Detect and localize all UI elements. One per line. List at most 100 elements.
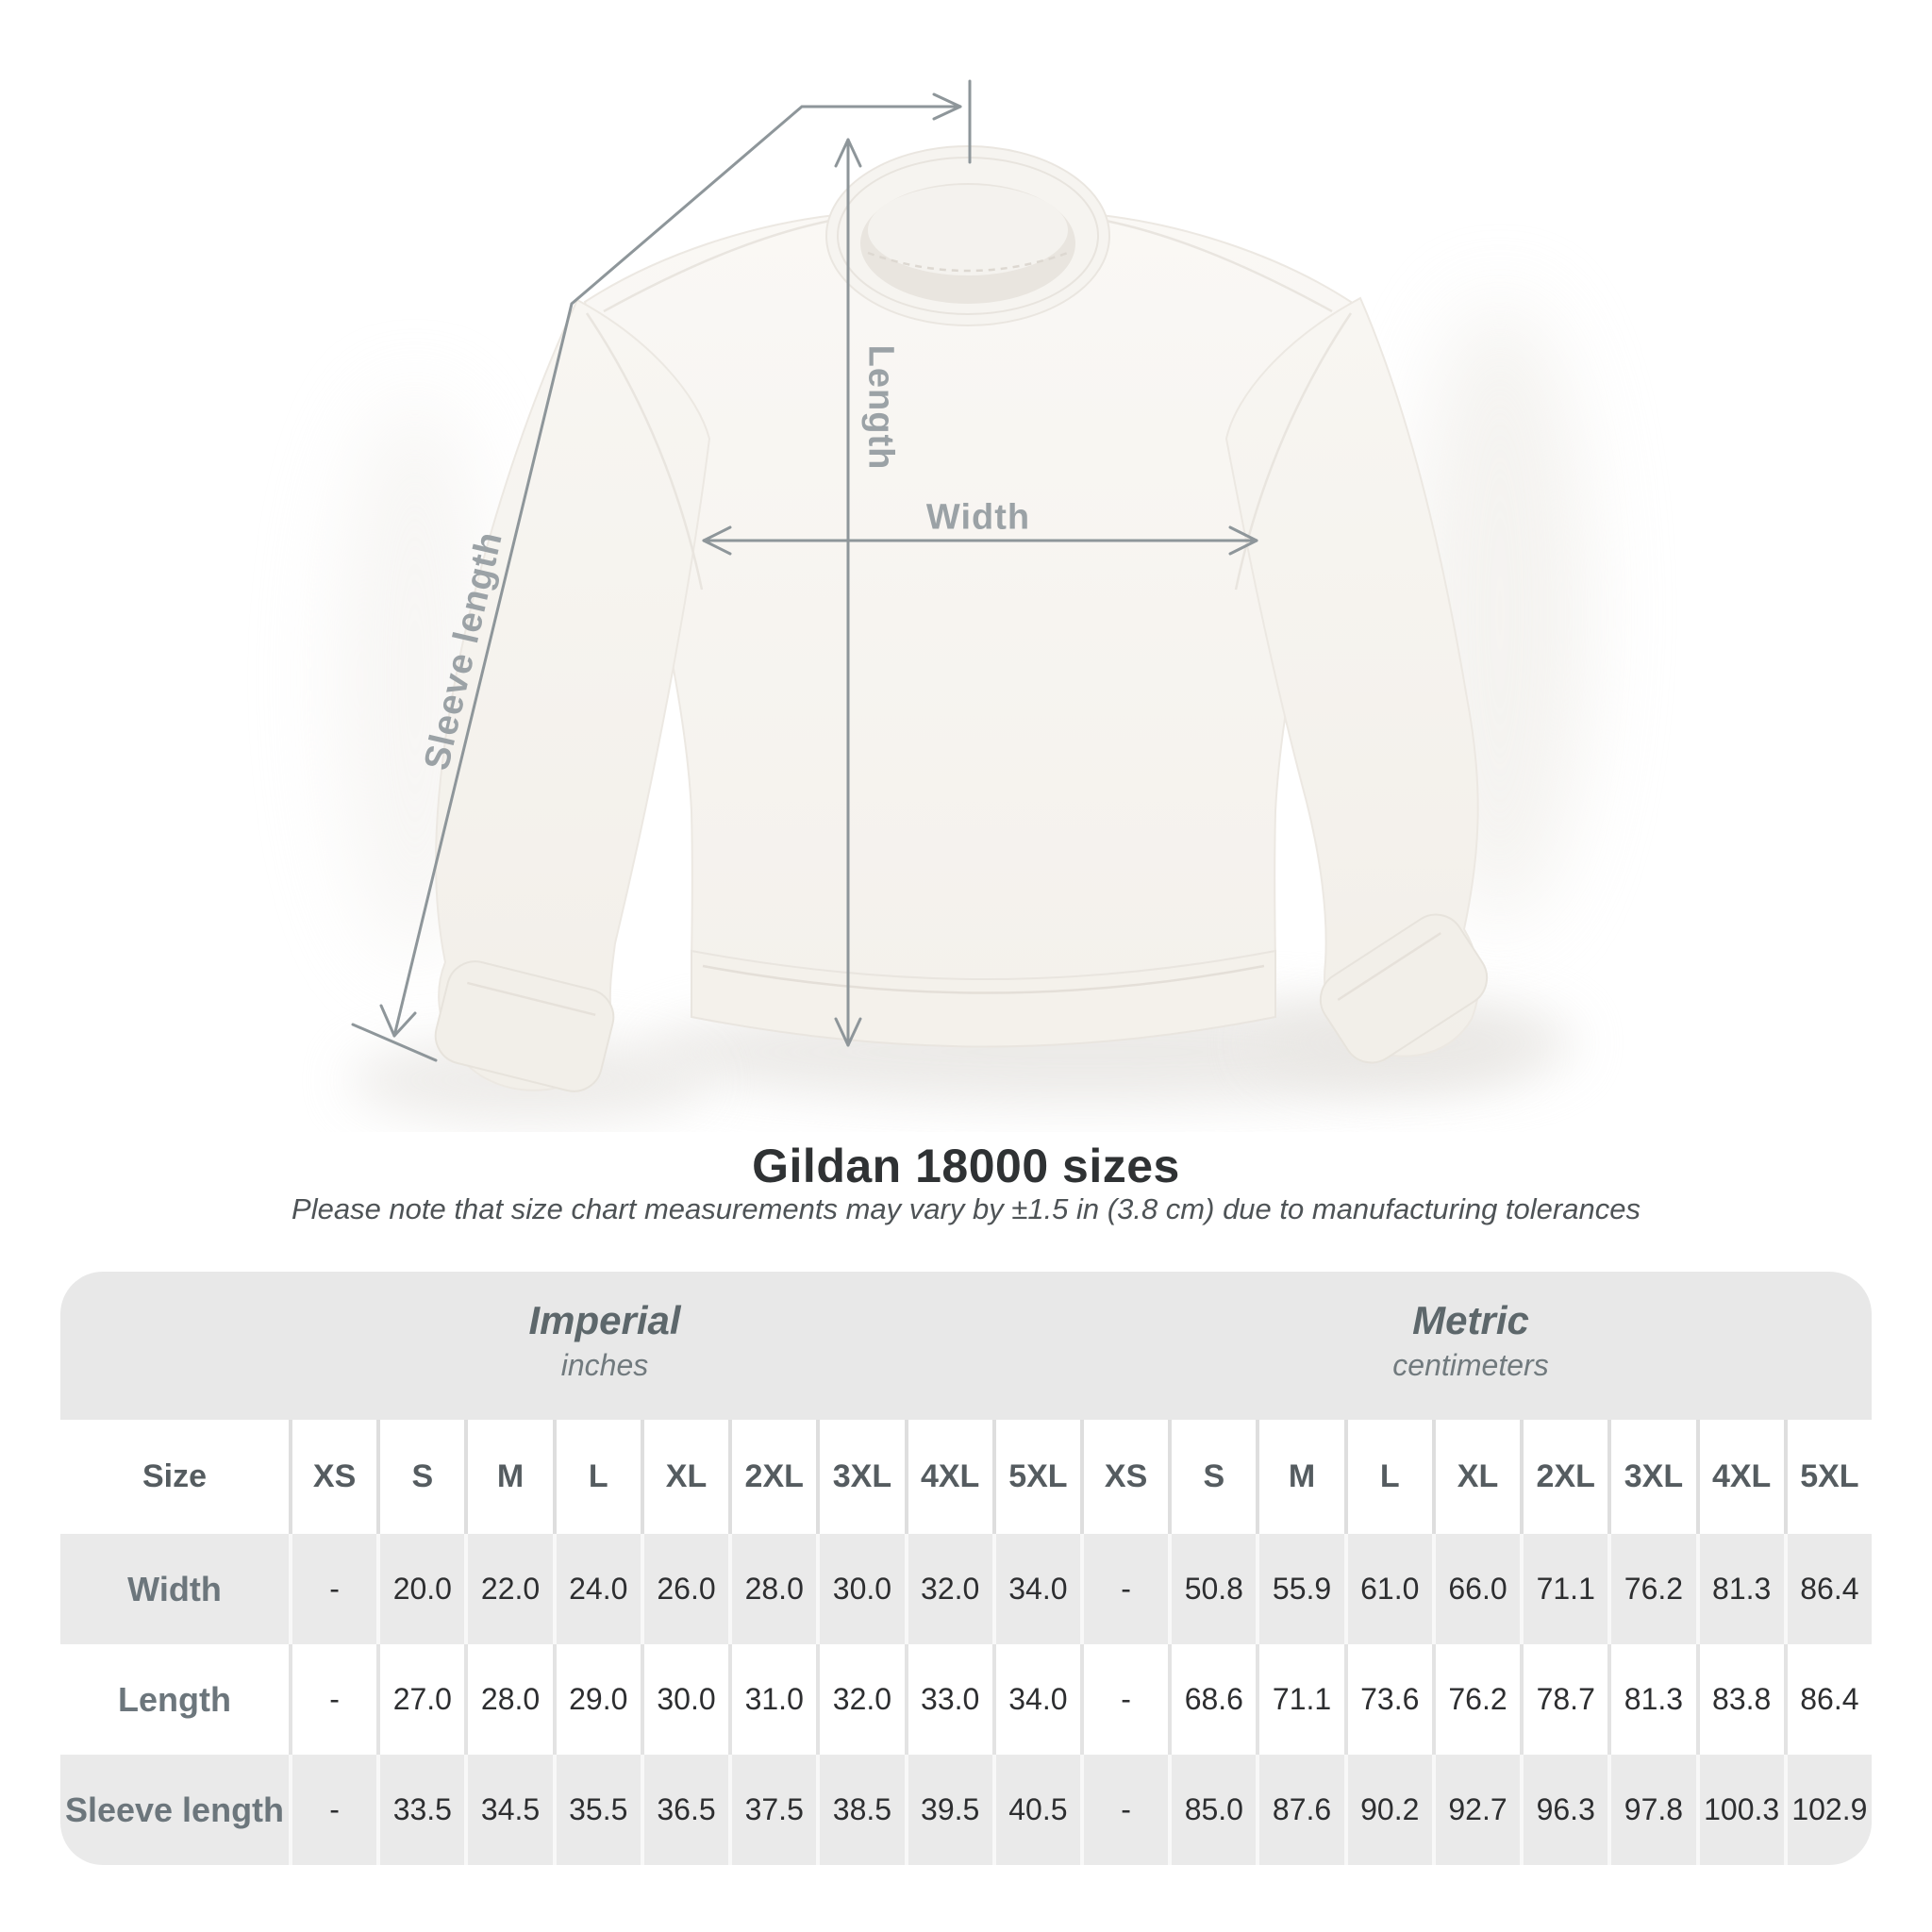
value-cell: 27.0 (376, 1644, 464, 1755)
value-cell: 30.0 (816, 1534, 904, 1644)
value-cell: 30.0 (640, 1644, 728, 1755)
leader-arrowhead (932, 92, 962, 121)
metric-size-xs: XS (1079, 1420, 1168, 1534)
value-cell: 34.5 (464, 1755, 552, 1865)
value-cell: 78.7 (1520, 1644, 1607, 1755)
imperial-size-3xl: 3XL (816, 1420, 904, 1534)
table-row-width: Width - 20.0 22.0 24.0 26.0 28.0 30.0 32… (60, 1534, 1872, 1644)
cuff-tick (351, 1023, 438, 1062)
value-cell: - (289, 1534, 376, 1644)
value-cell: 37.5 (728, 1755, 816, 1865)
value-cell: 90.2 (1343, 1755, 1432, 1865)
value-cell: 33.0 (904, 1644, 992, 1755)
metric-group-unit: centimeters (1392, 1348, 1549, 1382)
metric-size-l: L (1343, 1420, 1432, 1534)
value-cell: - (1079, 1534, 1168, 1644)
seam-lines (585, 217, 1353, 591)
value-cell: 40.5 (991, 1755, 1080, 1865)
value-cell: 36.5 (640, 1755, 728, 1865)
row-label-sleeve-length: Sleeve length (64, 1790, 285, 1829)
imperial-size-s: S (376, 1420, 464, 1534)
value-cell: 96.3 (1520, 1755, 1607, 1865)
value-cell: 86.4 (1783, 1534, 1872, 1644)
metric-size-4xl: 4XL (1695, 1420, 1784, 1534)
value-cell: 68.6 (1168, 1644, 1256, 1755)
sweatshirt-photo (335, 79, 1590, 1123)
value-cell: 76.2 (1607, 1534, 1695, 1644)
right-cuff (1319, 913, 1489, 1064)
table-row-length: Length - 27.0 28.0 29.0 30.0 31.0 32.0 3… (60, 1644, 1872, 1755)
table-row-sleeve-length: Sleeve length - 33.5 34.5 35.5 36.5 37.5… (60, 1755, 1872, 1865)
imperial-group-label: Imperial (528, 1298, 681, 1342)
dimension-lines (351, 79, 1258, 1062)
size-table: Imperial inches Metric centimeters Size … (60, 1272, 1872, 1865)
value-cell: 76.2 (1431, 1644, 1520, 1755)
length-dimension-label: Length (860, 344, 901, 471)
length-arrowheads (834, 138, 862, 1047)
value-cell: - (1079, 1755, 1168, 1865)
value-cell: 71.1 (1256, 1644, 1343, 1755)
imperial-group: Imperial inches (528, 1296, 680, 1385)
value-cell: - (289, 1755, 376, 1865)
collar (825, 145, 1110, 326)
metric-size-xl: XL (1431, 1420, 1520, 1534)
metric-size-3xl: 3XL (1607, 1420, 1695, 1534)
metric-size-s: S (1168, 1420, 1256, 1534)
imperial-group-unit: inches (560, 1348, 649, 1382)
value-cell: 24.0 (552, 1534, 641, 1644)
size-column-header: Size (142, 1458, 208, 1494)
left-sleeve (435, 298, 711, 1091)
value-cell: 26.0 (640, 1534, 728, 1644)
metric-size-2xl: 2XL (1520, 1420, 1607, 1534)
value-cell: 66.0 (1431, 1534, 1520, 1644)
value-cell: 71.1 (1520, 1534, 1607, 1644)
value-cell: 28.0 (728, 1534, 816, 1644)
value-cell: 29.0 (552, 1644, 641, 1755)
value-cell: 100.3 (1695, 1755, 1784, 1865)
value-cell: - (289, 1644, 376, 1755)
sleeve-length-arrow (392, 105, 962, 1038)
imperial-size-m: M (464, 1420, 552, 1534)
value-cell: 32.0 (904, 1534, 992, 1644)
value-cell: 34.0 (991, 1534, 1080, 1644)
metric-size-m: M (1256, 1420, 1343, 1534)
value-cell: 73.6 (1343, 1644, 1432, 1755)
metric-size-5xl: 5XL (1783, 1420, 1872, 1534)
value-cell: 31.0 (728, 1644, 816, 1755)
value-cell: 50.8 (1168, 1534, 1256, 1644)
value-cell: 61.0 (1343, 1534, 1432, 1644)
imperial-size-5xl: 5XL (991, 1420, 1080, 1534)
metric-group-label: Metric (1412, 1298, 1529, 1342)
value-cell: 39.5 (904, 1755, 992, 1865)
imperial-size-xs: XS (289, 1420, 376, 1534)
value-cell: 83.8 (1695, 1644, 1784, 1755)
value-cell: 34.0 (991, 1644, 1080, 1755)
imperial-size-2xl: 2XL (728, 1420, 816, 1534)
value-cell: 20.0 (376, 1534, 464, 1644)
page-title: Gildan 18000 sizes (752, 1140, 1180, 1192)
width-arrowheads (702, 525, 1258, 556)
row-label-length: Length (118, 1679, 231, 1719)
product-figure: Length Width Sleeve length (335, 79, 1590, 1123)
imperial-size-xl: XL (640, 1420, 728, 1534)
imperial-size-l: L (552, 1420, 641, 1534)
value-cell: 22.0 (464, 1534, 552, 1644)
value-cell: - (1079, 1644, 1168, 1755)
value-cell: 81.3 (1695, 1534, 1784, 1644)
value-cell: 33.5 (376, 1755, 464, 1865)
value-cell: 102.9 (1783, 1755, 1872, 1865)
tolerance-note: Please note that size chart measurements… (291, 1192, 1641, 1225)
width-dimension-label: Width (925, 497, 1031, 538)
value-cell: 32.0 (816, 1644, 904, 1755)
sleeve-arrowhead (379, 1004, 417, 1038)
imperial-size-4xl: 4XL (904, 1420, 992, 1534)
value-cell: 28.0 (464, 1644, 552, 1755)
value-cell: 35.5 (552, 1755, 641, 1865)
value-cell: 81.3 (1607, 1644, 1695, 1755)
metric-group: Metric centimeters (1392, 1296, 1548, 1385)
value-cell: 55.9 (1256, 1534, 1343, 1644)
value-cell: 92.7 (1431, 1755, 1520, 1865)
value-cell: 85.0 (1168, 1755, 1256, 1865)
table-header-row: Size XS S M L XL 2XL 3XL 4XL 5XL XS S M … (60, 1420, 1872, 1534)
